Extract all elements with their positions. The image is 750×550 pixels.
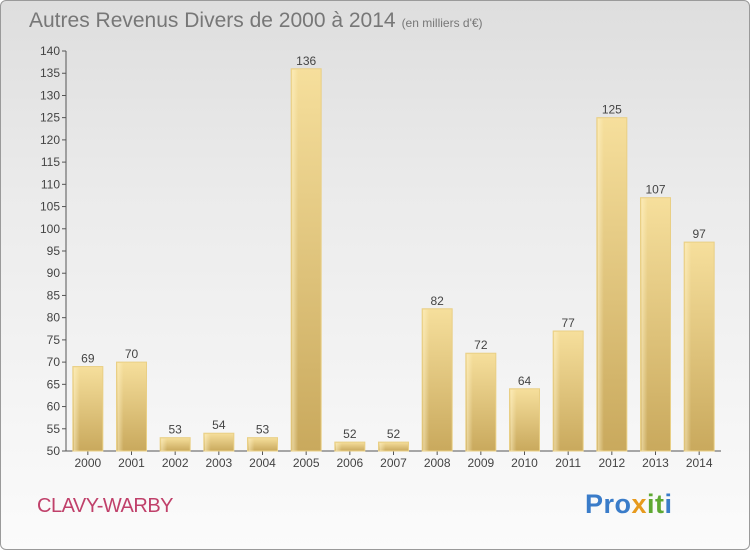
x-tick-label: 2006 — [336, 456, 363, 470]
x-tick-label: 2007 — [380, 456, 407, 470]
x-tick-label: 2002 — [162, 456, 189, 470]
bar-highlight — [510, 389, 517, 451]
y-tick-label: 110 — [41, 177, 60, 191]
title-unit: (en milliers d'€) — [401, 16, 483, 30]
y-tick-label: 50 — [47, 444, 61, 458]
bar-highlight — [641, 198, 648, 451]
value-label: 125 — [602, 103, 622, 117]
value-label: 54 — [212, 418, 226, 432]
y-tick-label: 80 — [47, 311, 61, 325]
y-tick-label: 70 — [47, 355, 61, 369]
x-tick-label: 2004 — [249, 456, 276, 470]
y-tick-label: 115 — [41, 155, 60, 169]
value-label: 72 — [474, 338, 488, 352]
bar — [203, 432, 235, 452]
value-label: 53 — [168, 423, 182, 437]
x-tick-label: 2014 — [686, 456, 713, 470]
y-tick-label: 140 — [40, 44, 60, 58]
bar-highlight — [73, 367, 80, 451]
value-label: 97 — [692, 227, 706, 241]
city-name: CLAVY-WARBY — [37, 495, 174, 517]
bar-highlight — [685, 243, 692, 451]
x-tick-label: 2012 — [598, 456, 625, 470]
y-tick-label: 135 — [40, 66, 60, 80]
bar-highlight — [248, 438, 255, 451]
title-text: Autres Revenus Divers de 2000 à 2014 — [29, 9, 396, 32]
y-tick-label: 125 — [40, 111, 60, 125]
y-tick-label: 120 — [40, 133, 60, 147]
bar — [159, 437, 191, 452]
value-label: 107 — [645, 183, 665, 197]
value-label: 136 — [296, 54, 316, 68]
bar-highlight — [161, 438, 168, 451]
bar-highlight — [379, 443, 386, 451]
value-label: 77 — [561, 316, 575, 330]
x-tick-label: 2001 — [118, 456, 145, 470]
chart-title: Autres Revenus Divers de 2000 à 2014 (en … — [29, 9, 483, 33]
x-tick-label: 2005 — [293, 456, 320, 470]
x-tick-label: 2000 — [74, 456, 101, 470]
bar-highlight — [554, 332, 561, 451]
x-tick-label: 2013 — [642, 456, 669, 470]
bar — [334, 441, 366, 452]
y-tick-label: 75 — [47, 333, 61, 347]
bar-highlight — [204, 434, 211, 451]
x-tick-label: 2003 — [205, 456, 232, 470]
y-tick-label: 55 — [47, 422, 61, 436]
value-label: 53 — [256, 423, 270, 437]
bar — [247, 437, 278, 452]
y-tick-label: 85 — [47, 288, 61, 302]
value-label: 82 — [430, 294, 444, 308]
bar-highlight — [466, 354, 473, 451]
x-tick-label: 2011 — [555, 456, 581, 470]
x-tick-label: 2009 — [467, 456, 494, 470]
value-label: 64 — [518, 374, 532, 388]
value-label: 69 — [81, 352, 95, 366]
bar-highlight — [117, 363, 124, 451]
y-tick-label: 130 — [40, 88, 60, 102]
y-tick-label: 60 — [47, 400, 61, 414]
y-tick-label: 65 — [47, 377, 61, 391]
value-label: 52 — [343, 427, 357, 441]
bar-highlight — [423, 309, 430, 451]
bar-highlight — [335, 443, 342, 451]
proxiti-logo: Proxiti — [585, 489, 673, 519]
y-tick-label: 105 — [40, 200, 60, 214]
y-tick-label: 90 — [47, 266, 61, 280]
y-tick-label: 100 — [40, 222, 60, 236]
bar-highlight — [597, 118, 604, 452]
bar — [378, 441, 409, 452]
x-tick-label: 2008 — [424, 456, 451, 470]
x-tick-label: 2010 — [511, 456, 538, 470]
value-label: 70 — [125, 347, 139, 361]
y-tick-label: 95 — [47, 244, 61, 258]
value-label: 52 — [387, 427, 401, 441]
bar-highlight — [292, 69, 299, 452]
